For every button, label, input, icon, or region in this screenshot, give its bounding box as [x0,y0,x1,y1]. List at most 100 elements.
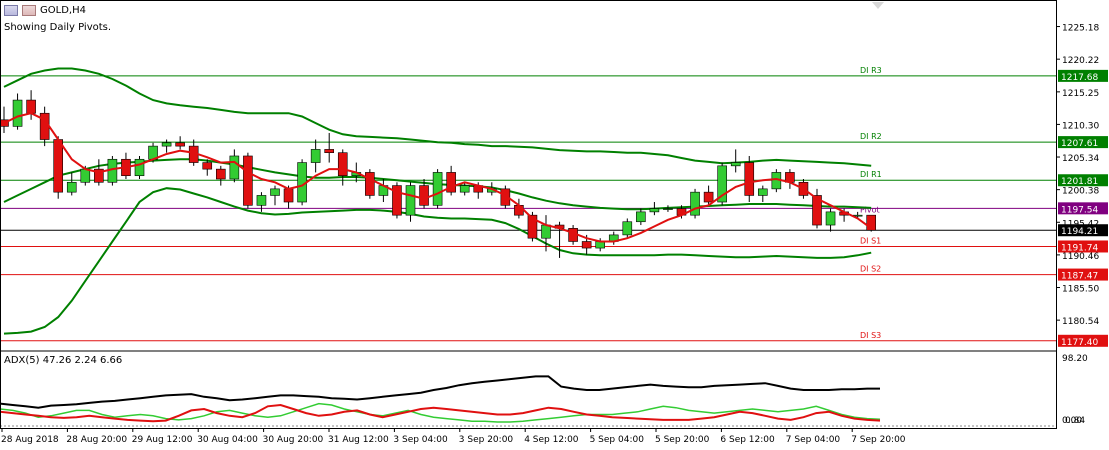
time-tick-label: 30 Aug 04:00 [197,435,258,445]
candle-up [134,158,145,177]
price-tick-label: 1185.50 [1062,285,1099,295]
pivot-label: DI S2 [860,265,881,274]
pivot-price-tag [1058,268,1108,281]
candle-up [459,185,470,193]
candle-down [26,99,36,114]
candle-up [66,181,77,193]
moving-average-line [3,112,872,243]
pivot-label: DI S3 [860,331,881,340]
time-tick-label: 30 Aug 20:00 [263,435,324,445]
price-tick-label: 1190.46 [1062,252,1099,262]
chart-title: GOLD,H4 [40,5,86,16]
candle-up [649,208,660,213]
pivot-price-tag-text: 1187.47 [1061,272,1098,282]
candle-up [730,162,741,167]
candle-up [825,211,836,226]
candle-down [581,241,592,249]
time-tick-label: 29 Aug 12:00 [132,435,193,445]
candle-up [541,224,551,239]
candle-up [690,191,700,216]
time-tick-label: 5 Sep 20:00 [655,435,710,445]
bollinger-lower-line [3,187,872,335]
candle-up [270,188,280,196]
pivot-price-tag [1058,136,1108,149]
pivot-price-tag-text: 1191.74 [1061,243,1098,253]
adx-scale-bottom-2: 0.84 [1065,416,1085,426]
pivot-label: DI S1 [860,236,881,245]
chart-title-row: GOLD,H4 [4,5,86,16]
candle-down [703,191,714,203]
time-tick-label: 6 Sep 12:00 [720,435,775,445]
candle-down [216,168,226,180]
candle-up [310,149,321,163]
price-tick-label: 1200.38 [1062,187,1099,197]
candle-up [757,188,768,196]
pivot-price-tag [1058,69,1108,82]
pivot-price-tag [1058,174,1108,187]
chart-subtitle: Showing Daily Pivots. [4,22,112,33]
plus-di-line [0,402,881,423]
candle-down [744,162,755,196]
pivot-price-tag-text: 1177.40 [1061,338,1098,348]
candle-down [324,149,335,153]
adx-label: ADX(5) 47.26 2.24 6.66 [4,355,123,366]
candle-down [392,185,402,216]
time-tick-label: 4 Sep 12:00 [524,435,579,445]
candle-down [243,155,253,206]
candle-down [337,152,348,177]
candle-up [405,185,416,216]
time-tick-label: 31 Aug 12:00 [328,435,389,445]
candle-up [80,168,91,183]
time-tick-label: 5 Sep 04:00 [590,435,645,445]
pivot-price-tag-text: 1201.81 [1061,177,1098,187]
adx-panel [0,375,1056,427]
candle-up [432,172,443,206]
candle-down [202,162,213,170]
price-tick-label: 1220.22 [1062,56,1099,66]
minus-di-line [0,403,881,423]
candle-down [283,188,294,203]
pivot-label: DI R2 [860,132,882,141]
candle-down [53,139,64,193]
symbol-flag-icon [22,5,36,16]
candle-down [866,214,877,231]
candle-up [229,155,240,180]
adx-line [0,375,880,409]
pivot-label: DI R1 [860,170,882,179]
time-tick-label: 3 Sep 04:00 [393,435,448,445]
time-tick-label: 7 Sep 20:00 [851,435,906,445]
pivot-price-tag [1058,202,1108,215]
candle-up [636,211,646,223]
pivot-price-tag [1058,240,1108,253]
shift-marker-icon [872,2,884,9]
candle-up [256,195,267,206]
current-price-tag-text: 1194.21 [1061,227,1098,237]
pivot-price-tag [1058,334,1108,347]
candle-up [622,221,633,236]
candle-down [514,205,524,216]
candle-up [663,208,673,210]
chart-window-icon [4,5,18,16]
time-tick-label: 7 Sep 04:00 [786,435,841,445]
price-tick-label: 1210.30 [1062,121,1099,131]
candle-up [161,142,172,147]
candle-down [419,185,429,206]
price-tick-label: 1215.25 [1062,89,1099,99]
pivot-label: Pivot [860,205,880,214]
candle-down [94,168,104,183]
pivot-price-tag-text: 1207.61 [1061,139,1098,149]
price-tick-label: 1225.18 [1062,24,1099,34]
pivot-price-tag-text: 1197.54 [1061,205,1098,215]
candle-down [812,195,822,226]
pivot-label: DI R3 [860,66,882,75]
pivot-price-tag-text: 1217.68 [1061,73,1098,83]
price-tick-label: 1205.34 [1062,154,1099,164]
plot-frame [0,0,1057,429]
candle-down [527,214,538,239]
candle-down [365,172,375,196]
candle-down [175,142,185,147]
candle-up [12,99,23,127]
price-tick-label: 1180.54 [1062,317,1099,327]
